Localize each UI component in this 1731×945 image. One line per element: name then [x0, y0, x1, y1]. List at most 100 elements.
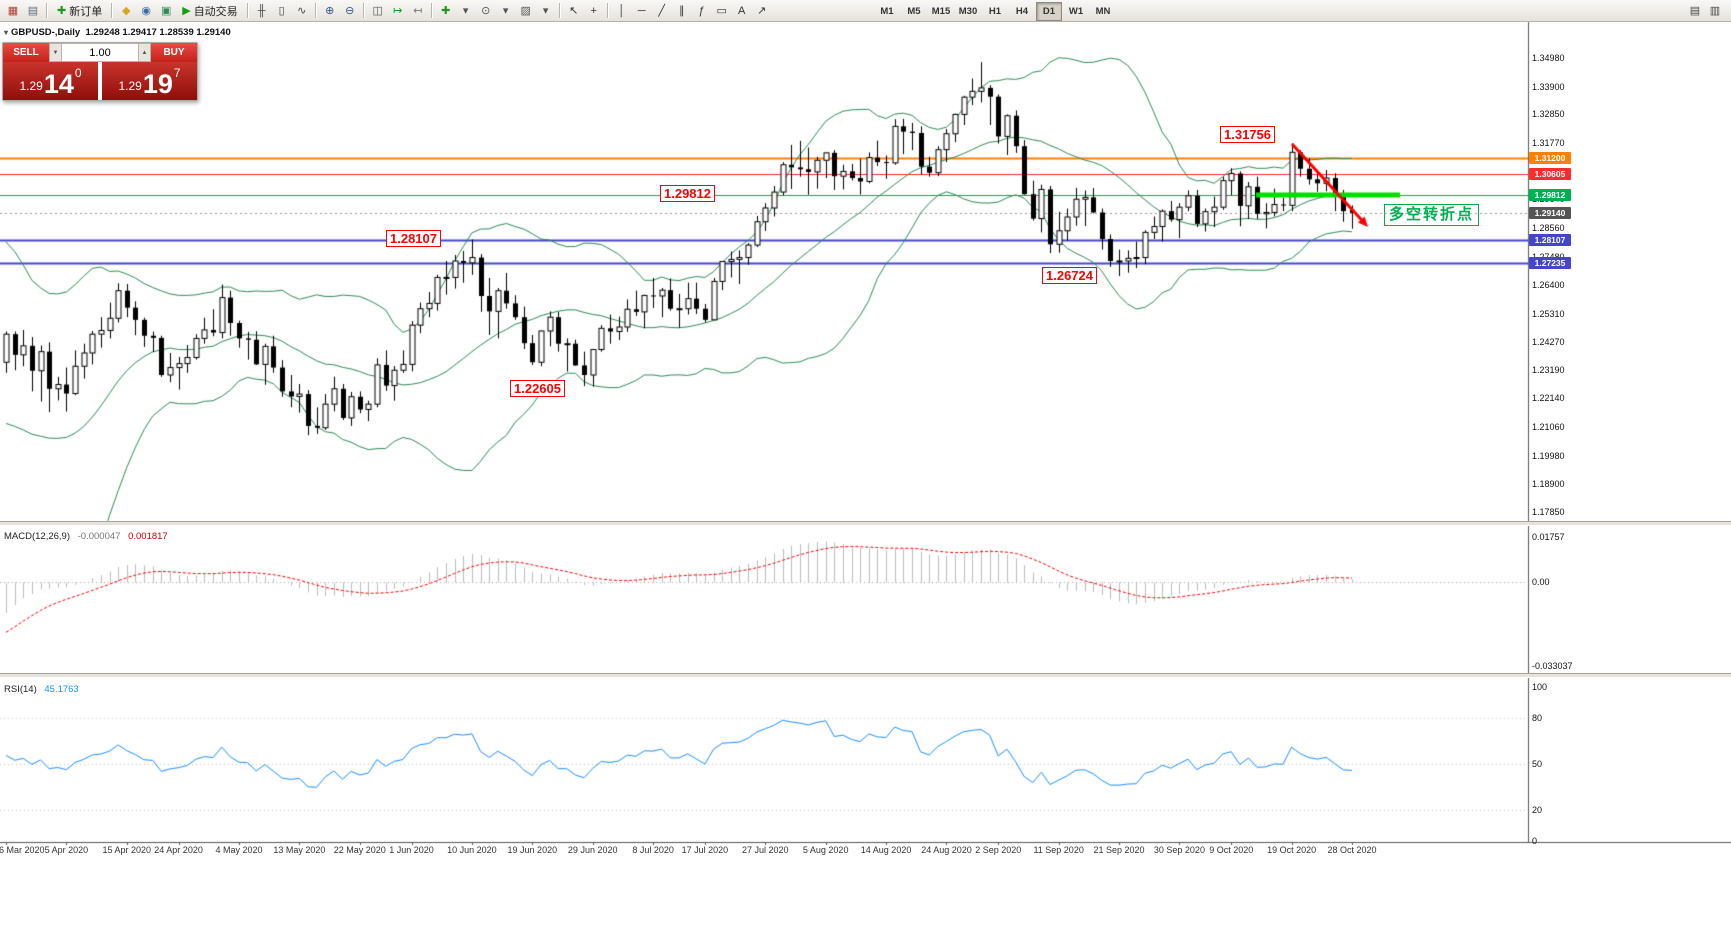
market-watch-button[interactable]: ▣: [156, 2, 176, 20]
new-chart-button[interactable]: ▦: [3, 2, 23, 20]
timeframe-w1-button[interactable]: W1: [1068, 6, 1084, 17]
zoom-in-icon: ⊕: [325, 4, 335, 17]
indicators-button[interactable]: ✚: [436, 2, 456, 20]
buy-button[interactable]: BUY: [151, 43, 197, 62]
volume-decrease-spinner[interactable]: ▼: [49, 43, 62, 62]
time-axis-label: 19 Jun 2020: [507, 845, 558, 855]
turning-point-note[interactable]: 多空转折点: [1384, 204, 1480, 226]
time-axis-label: 27 Jul 2020: [742, 845, 789, 855]
indicators-dropdown[interactable]: ▾: [456, 2, 476, 20]
time-axis-label: 4 May 2020: [215, 845, 263, 855]
time-axis-label: 13 May 2020: [273, 845, 326, 855]
new-order-button[interactable]: ✚ 新订单: [51, 2, 108, 20]
profiles-icon: ▤: [27, 4, 39, 17]
timeframe-m15-button[interactable]: M15: [931, 6, 951, 17]
periods-dropdown[interactable]: ▾: [496, 2, 516, 20]
periods-icon: ▾: [502, 4, 509, 17]
chart-context-icon[interactable]: ▾: [4, 28, 9, 37]
macd-signal-value: 0.001817: [128, 531, 168, 542]
price-tag: 1.29140: [1529, 206, 1571, 219]
candlestick-chart-button[interactable]: ▯: [272, 2, 292, 20]
toolbar-options-button[interactable]: ▥: [1705, 2, 1725, 20]
price-tag: 1.27235: [1529, 257, 1571, 270]
time-axis-label: 9 Oct 2020: [1209, 845, 1254, 855]
auto-scroll-button[interactable]: ↦: [388, 2, 408, 20]
macd-axis-label: -0.033037: [1532, 660, 1573, 671]
price-annotation-label[interactable]: 1.31756: [1220, 126, 1275, 143]
autotrading-button[interactable]: ▶ 自动交易: [176, 2, 243, 20]
toolbar-right-group: ▤ ▥: [1685, 2, 1725, 20]
price-axis-label: 1.24270: [1532, 336, 1565, 347]
volume-increase-spinner[interactable]: ▲: [138, 43, 151, 62]
macd-header: MACD(12,26,9) -0.000047 0.001817: [4, 531, 168, 542]
price-axis-label: 1.33900: [1532, 81, 1565, 92]
buy-price-box[interactable]: 1.29 19 7: [102, 62, 197, 100]
chart-shift-button[interactable]: ↤: [408, 2, 428, 20]
time-axis-label: 19 Oct 2020: [1267, 845, 1317, 855]
price-annotation-label[interactable]: 1.22605: [510, 380, 565, 397]
arrow-tools-button[interactable]: ↗: [752, 2, 772, 20]
toolbar-separator: [246, 3, 249, 18]
time-axis-label: 1 Jun 2020: [389, 845, 434, 855]
time-axis-label: 10 Jun 2020: [447, 845, 497, 855]
metaeditor-button[interactable]: ◆: [116, 2, 136, 20]
time-axis-label: 26 Mar 2020: [0, 845, 45, 855]
timeframe-d1-button[interactable]: D1: [1036, 2, 1062, 21]
sell-price-pips: 14: [43, 69, 74, 99]
shapes-button[interactable]: ▭: [712, 2, 732, 20]
horizontal-line-button[interactable]: ─: [632, 2, 652, 20]
volume-input[interactable]: [62, 43, 138, 62]
timeframe-mn-button[interactable]: MN: [1095, 6, 1111, 17]
periods-button[interactable]: ⊙: [476, 2, 496, 20]
price-annotation-label[interactable]: 1.26724: [1042, 267, 1097, 284]
price-annotation-label[interactable]: 1.29812: [660, 185, 715, 202]
chart-shift-icon: ↤: [413, 4, 423, 17]
rsi-panel-splitter[interactable]: [0, 673, 1731, 678]
fibonacci-button[interactable]: ƒ: [692, 2, 712, 20]
macd-panel-splitter[interactable]: [0, 521, 1731, 526]
rsi-title: RSI(14): [4, 684, 37, 695]
channel-icon: ∥: [678, 4, 685, 17]
price-tag: 1.29812: [1529, 188, 1571, 201]
timeframe-m5-button[interactable]: M5: [907, 6, 921, 17]
trendline-button[interactable]: ╱: [652, 2, 672, 20]
cursor-button[interactable]: ↖: [564, 2, 584, 20]
time-axis-label: 15 Apr 2020: [102, 845, 152, 855]
line-chart-button[interactable]: ∿: [292, 2, 312, 20]
price-axis-label: 1.25310: [1532, 309, 1565, 320]
timeframe-h4-button[interactable]: H4: [1015, 6, 1029, 17]
price-axis-label: 1.34980: [1532, 52, 1565, 63]
buy-price-base: 1.29: [118, 79, 142, 93]
time-axis-label: 17 Jul 2020: [681, 845, 729, 855]
crosshair-button[interactable]: +: [584, 2, 604, 20]
tile-windows-button[interactable]: ◫: [368, 2, 388, 20]
sell-button[interactable]: SELL: [3, 43, 49, 62]
templates-button[interactable]: ▨: [516, 2, 536, 20]
zoom-in-button[interactable]: ⊕: [320, 2, 340, 20]
indicators-icon: ▾: [462, 4, 469, 17]
toolbar-options-icon: ▥: [1709, 5, 1721, 17]
macd-axis-label: 0.00: [1532, 576, 1550, 587]
timeframe-m1-button[interactable]: M1: [880, 6, 894, 17]
templates-dropdown[interactable]: ▾: [536, 2, 556, 20]
indicators-icon: ✚: [441, 4, 451, 17]
profiles-button[interactable]: ▤: [23, 2, 43, 20]
sell-price-box[interactable]: 1.29 14 0: [3, 62, 98, 100]
window-layout-button[interactable]: ▤: [1685, 2, 1705, 20]
bar-chart-button[interactable]: ╫: [252, 2, 272, 20]
rsi-axis-label: 80: [1532, 712, 1543, 723]
market-watch-icon: ▣: [161, 4, 172, 17]
text-button[interactable]: A: [732, 2, 752, 20]
timeframe-h1-button[interactable]: H1: [988, 6, 1002, 17]
time-axis-label: 28 Oct 2020: [1327, 845, 1377, 855]
price-annotation-label[interactable]: 1.28107: [386, 230, 441, 247]
channel-button[interactable]: ∥: [672, 2, 692, 20]
zoom-out-button[interactable]: ⊖: [340, 2, 360, 20]
timeframe-m30-button[interactable]: M30: [958, 6, 978, 17]
vertical-line-button[interactable]: │: [612, 2, 632, 20]
bar-chart-icon: ╫: [257, 4, 266, 17]
time-axis-label: 24 Aug 2020: [921, 845, 972, 855]
new-order-icon: ✚: [57, 4, 67, 17]
options-button[interactable]: ◉: [136, 2, 156, 20]
